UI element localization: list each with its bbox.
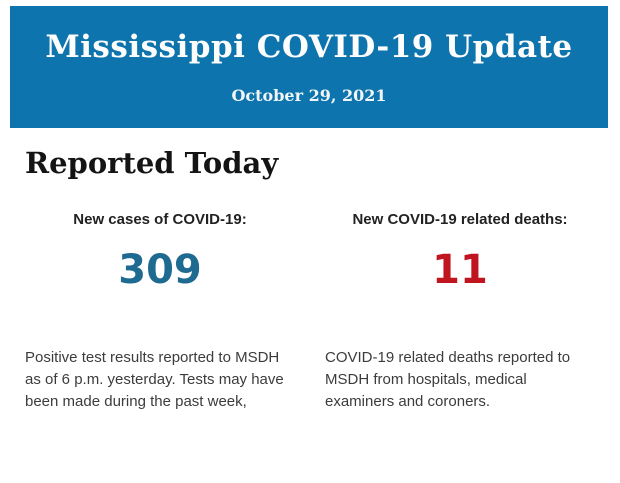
section-title: Reported Today [25, 146, 279, 180]
header-band: Mississippi COVID-19 Update October 29, … [10, 6, 608, 128]
stat-description: Positive test results reported to MSDH a… [25, 349, 284, 410]
stat-value: 309 [118, 247, 202, 293]
stat-label: New cases of COVID-19: [73, 211, 247, 228]
content: Reported Today New cases of COVID-19: 30… [0, 145, 620, 413]
stats-row: New cases of COVID-19: 309 Positive test… [25, 211, 595, 413]
stat-card-new-cases: New cases of COVID-19: 309 Positive test… [25, 211, 295, 413]
stat-card-new-deaths: New COVID-19 related deaths: 11 COVID-19… [325, 211, 595, 413]
stat-value: 11 [432, 247, 488, 293]
header-date: October 29, 2021 [231, 86, 387, 105]
stat-description: COVID-19 related deaths reported to MSDH… [325, 349, 571, 410]
page: Mississippi COVID-19 Update October 29, … [0, 6, 620, 483]
stat-label: New COVID-19 related deaths: [352, 211, 568, 228]
page-title: Mississippi COVID-19 Update [45, 29, 573, 65]
